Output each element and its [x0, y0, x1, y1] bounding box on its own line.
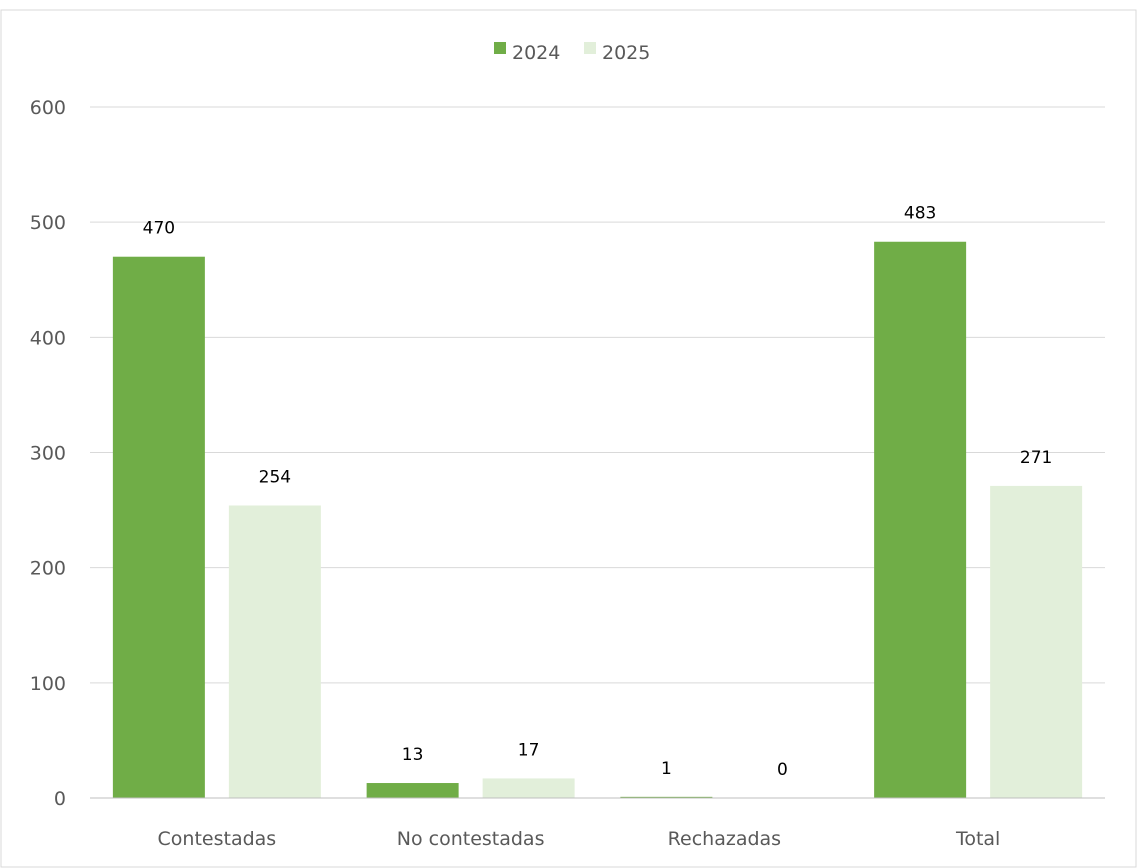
legend-label-2025[interactable]: 2025 [602, 42, 650, 64]
x-tick-label: Rechazadas [668, 828, 781, 850]
data-labels: 470 254 13 17 1 0 483 271 [143, 204, 1053, 780]
x-tick-label: Contestadas [158, 828, 277, 850]
bar-2025-contestadas[interactable] [228, 505, 321, 798]
y-tick-label: 0 [54, 788, 66, 810]
y-axis: 0 100 200 300 400 500 600 [30, 97, 66, 810]
data-label: 0 [777, 760, 788, 780]
data-label: 1 [661, 759, 672, 779]
y-tick-label: 600 [30, 97, 66, 119]
x-tick-label: No contestadas [397, 828, 545, 850]
data-label: 470 [143, 219, 175, 239]
data-label: 254 [259, 467, 291, 487]
x-axis: Contestadas No contestadas Rechazadas Total [158, 828, 1001, 850]
bar-2024-rechazadas[interactable] [620, 796, 713, 798]
x-tick-label: Total [955, 828, 1000, 850]
y-tick-label: 300 [30, 443, 66, 465]
y-tick-label: 500 [30, 212, 66, 234]
legend-swatch-2024 [494, 42, 506, 54]
bars [112, 241, 1083, 798]
legend-label-2024[interactable]: 2024 [512, 42, 560, 64]
legend-swatch-2025 [584, 42, 596, 54]
data-label: 13 [402, 745, 424, 765]
y-tick-label: 200 [30, 558, 66, 580]
bar-2024-total[interactable] [874, 241, 967, 798]
legend[interactable]: 2024 2025 [494, 42, 650, 64]
bar-2024-no-contestadas[interactable] [366, 783, 459, 798]
data-label: 17 [518, 740, 540, 760]
data-label: 271 [1020, 448, 1052, 468]
bar-2024-contestadas[interactable] [112, 256, 205, 798]
data-label: 483 [904, 204, 936, 224]
y-tick-label: 400 [30, 327, 66, 349]
y-tick-label: 100 [30, 673, 66, 695]
bar-2025-total[interactable] [990, 485, 1083, 798]
bar-2025-no-contestadas[interactable] [482, 778, 575, 798]
